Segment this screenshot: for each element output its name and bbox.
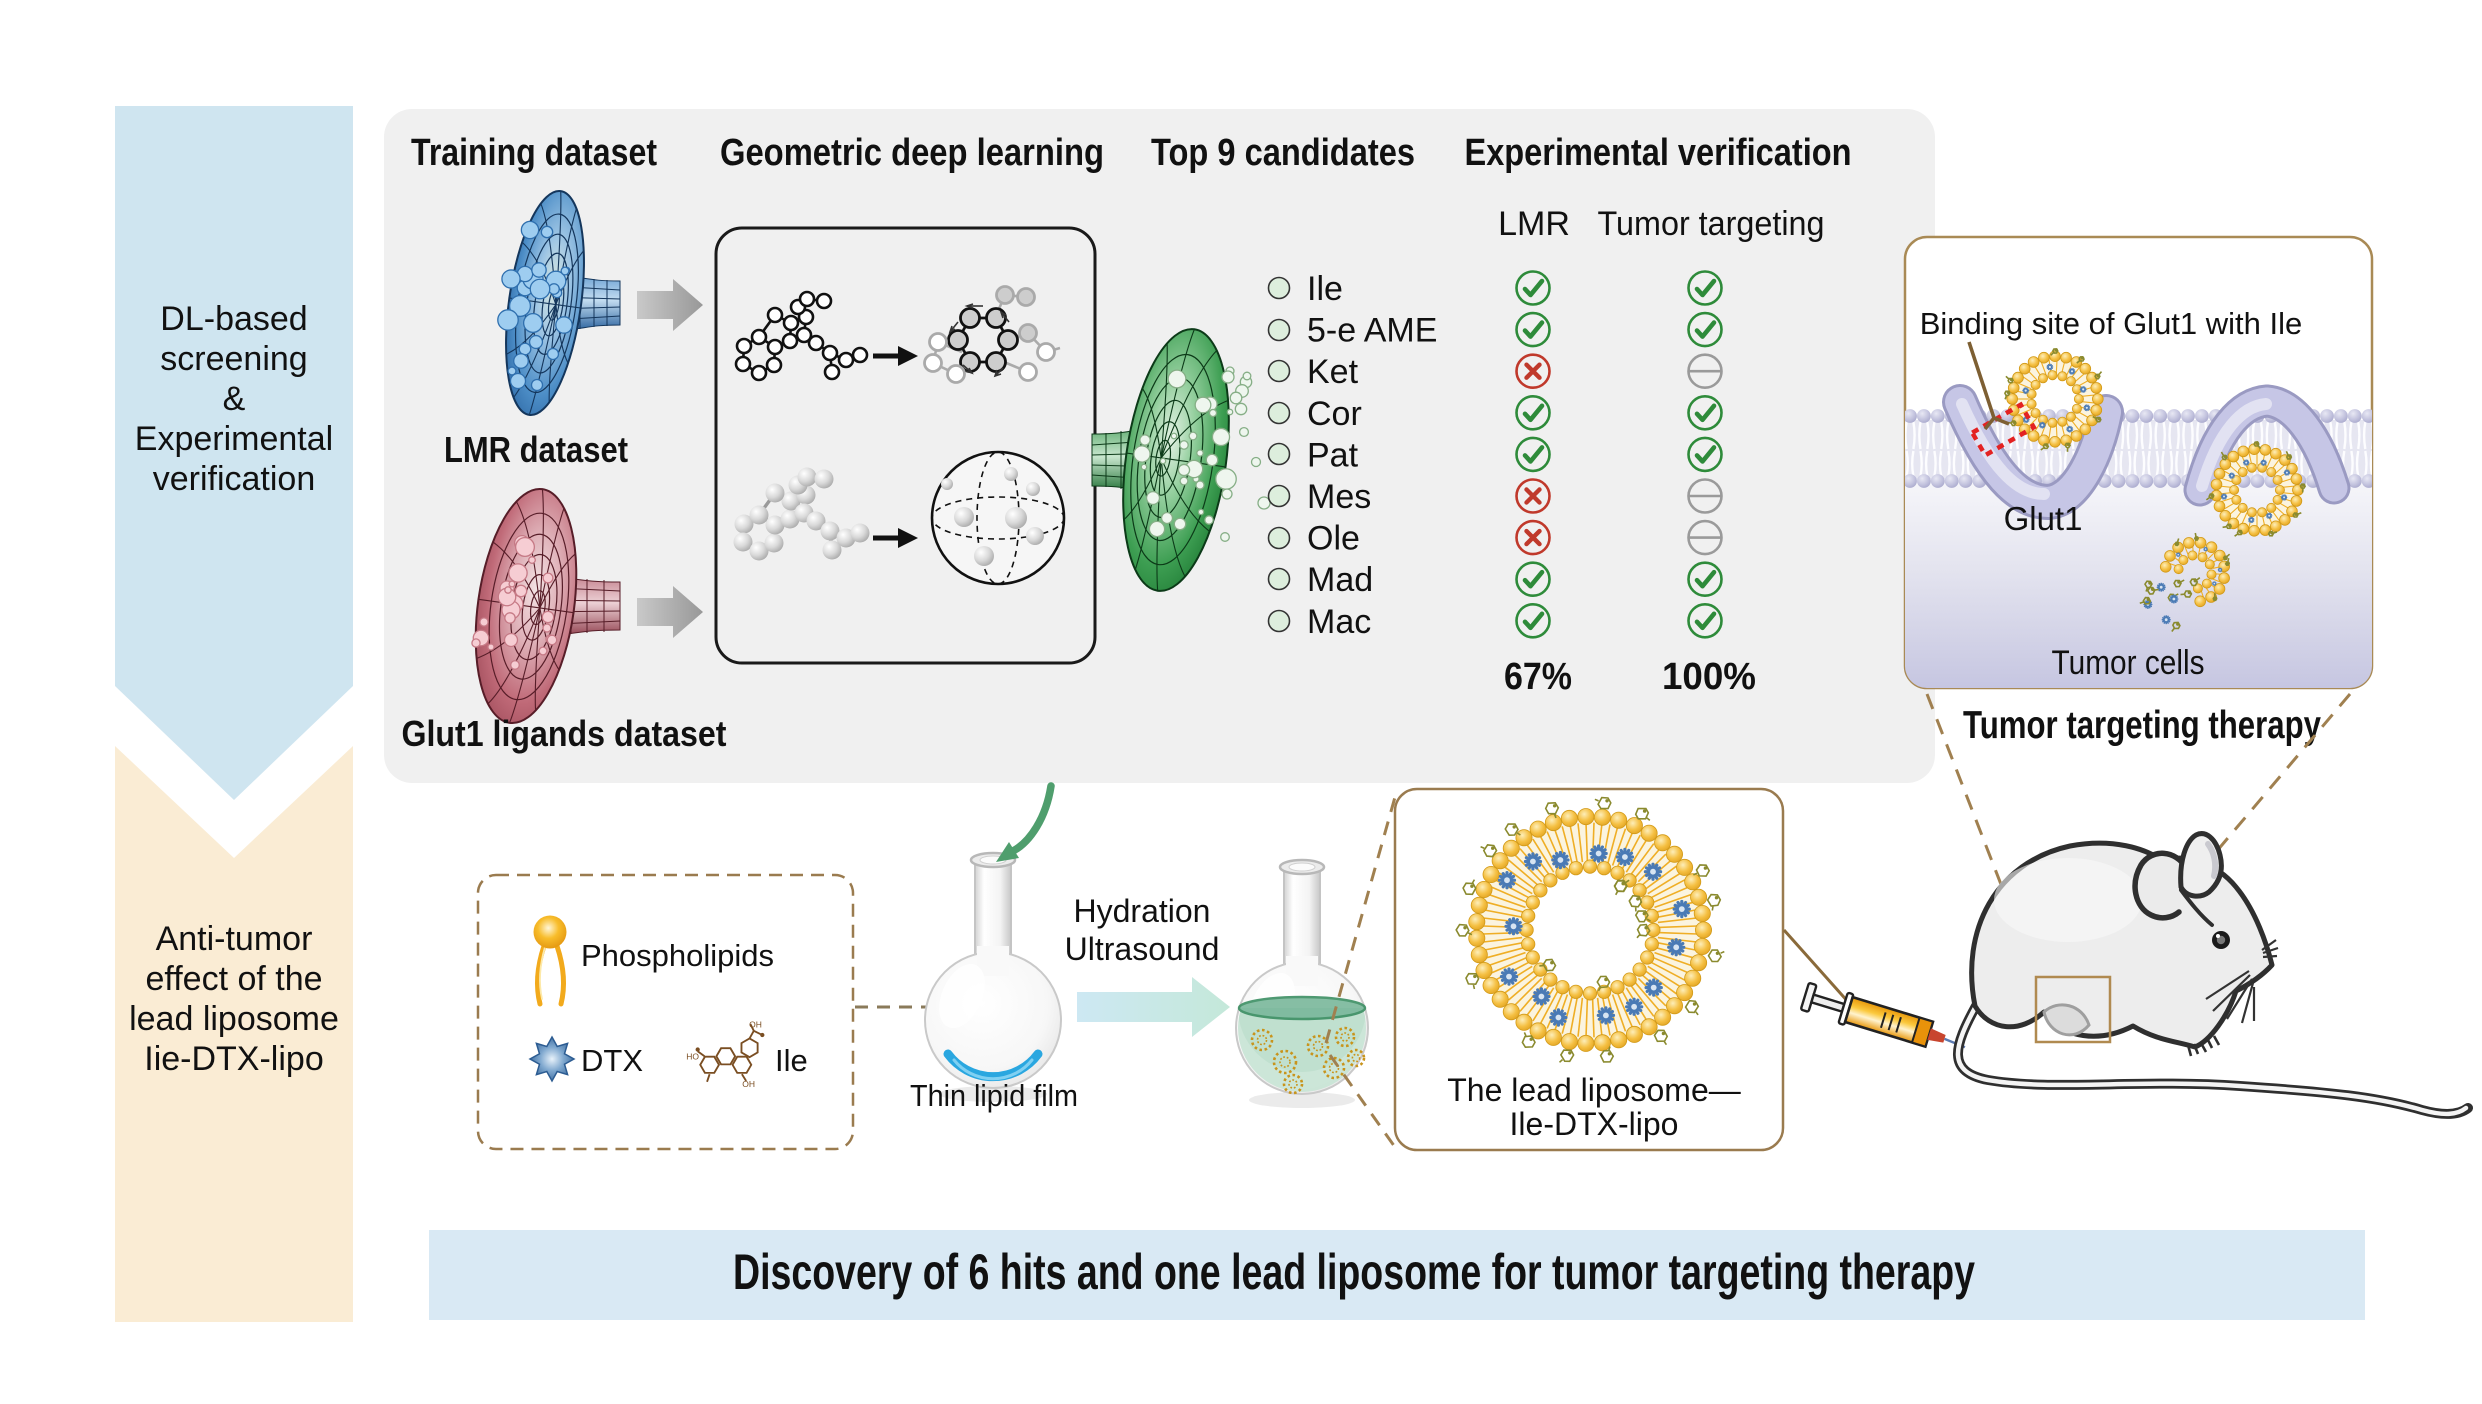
- svg-text:Hydration: Hydration: [1074, 893, 1211, 929]
- svg-text:Pat: Pat: [1307, 436, 1359, 474]
- svg-text:Mac: Mac: [1307, 603, 1371, 641]
- svg-text:Training dataset: Training dataset: [411, 132, 657, 174]
- svg-text:effect of the: effect of the: [145, 960, 322, 998]
- svg-text:Glut1: Glut1: [2004, 500, 2083, 537]
- svg-text:DL-based: DL-based: [160, 300, 307, 338]
- svg-text:The lead liposome—: The lead liposome—: [1447, 1072, 1740, 1108]
- svg-text:OH: OH: [749, 1019, 762, 1029]
- svg-text:Iie-DTX-lipo: Iie-DTX-lipo: [144, 1040, 323, 1078]
- svg-text:Binding site of Glut1 with Ile: Binding site of Glut1 with Ile: [1920, 306, 2303, 341]
- svg-text:Cor: Cor: [1307, 395, 1362, 433]
- svg-text:verification: verification: [153, 460, 316, 498]
- svg-text:Top 9 candidates: Top 9 candidates: [1151, 132, 1415, 174]
- svg-text:100%: 100%: [1662, 656, 1756, 698]
- svg-text:Ole: Ole: [1307, 520, 1360, 558]
- svg-text:5-e AME: 5-e AME: [1307, 312, 1437, 350]
- svg-text:lead liposome: lead liposome: [129, 1000, 339, 1038]
- svg-text:Tumor targeting: Tumor targeting: [1598, 205, 1825, 243]
- svg-text:LMR: LMR: [1498, 205, 1570, 243]
- svg-text:Phospholipids: Phospholipids: [581, 938, 774, 973]
- svg-text:Discovery of 6 hits and one le: Discovery of 6 hits and one lead liposom…: [733, 1244, 1975, 1300]
- svg-text:screening: screening: [160, 340, 307, 378]
- svg-text:67%: 67%: [1504, 656, 1572, 698]
- svg-text:Geometric deep learning: Geometric deep learning: [720, 132, 1104, 174]
- svg-text:Tumor targeting therapy: Tumor targeting therapy: [1963, 704, 2321, 747]
- svg-text:Anti-tumor: Anti-tumor: [156, 920, 313, 958]
- svg-text:Ile-DTX-lipo: Ile-DTX-lipo: [1510, 1106, 1679, 1142]
- svg-text:Glut1 ligands dataset: Glut1 ligands dataset: [402, 713, 727, 754]
- svg-text:Mes: Mes: [1307, 478, 1371, 516]
- svg-text:Thin lipid film: Thin lipid film: [910, 1078, 1078, 1113]
- svg-text:&: &: [223, 380, 246, 418]
- svg-text:Mad: Mad: [1307, 561, 1373, 599]
- svg-text:OH: OH: [742, 1079, 755, 1089]
- svg-text:Ket: Ket: [1307, 353, 1359, 391]
- svg-text:Ile: Ile: [775, 1043, 808, 1078]
- svg-text:Ultrasound: Ultrasound: [1065, 931, 1220, 967]
- svg-text:LMR dataset: LMR dataset: [444, 429, 628, 470]
- svg-text:Experimental verification: Experimental verification: [1465, 132, 1852, 174]
- svg-text:Experimental: Experimental: [135, 420, 333, 458]
- svg-text:DTX: DTX: [581, 1043, 643, 1078]
- svg-text:Ile: Ile: [1307, 270, 1343, 308]
- svg-text:HO: HO: [686, 1052, 699, 1062]
- svg-text:Tumor cells: Tumor cells: [2052, 644, 2205, 682]
